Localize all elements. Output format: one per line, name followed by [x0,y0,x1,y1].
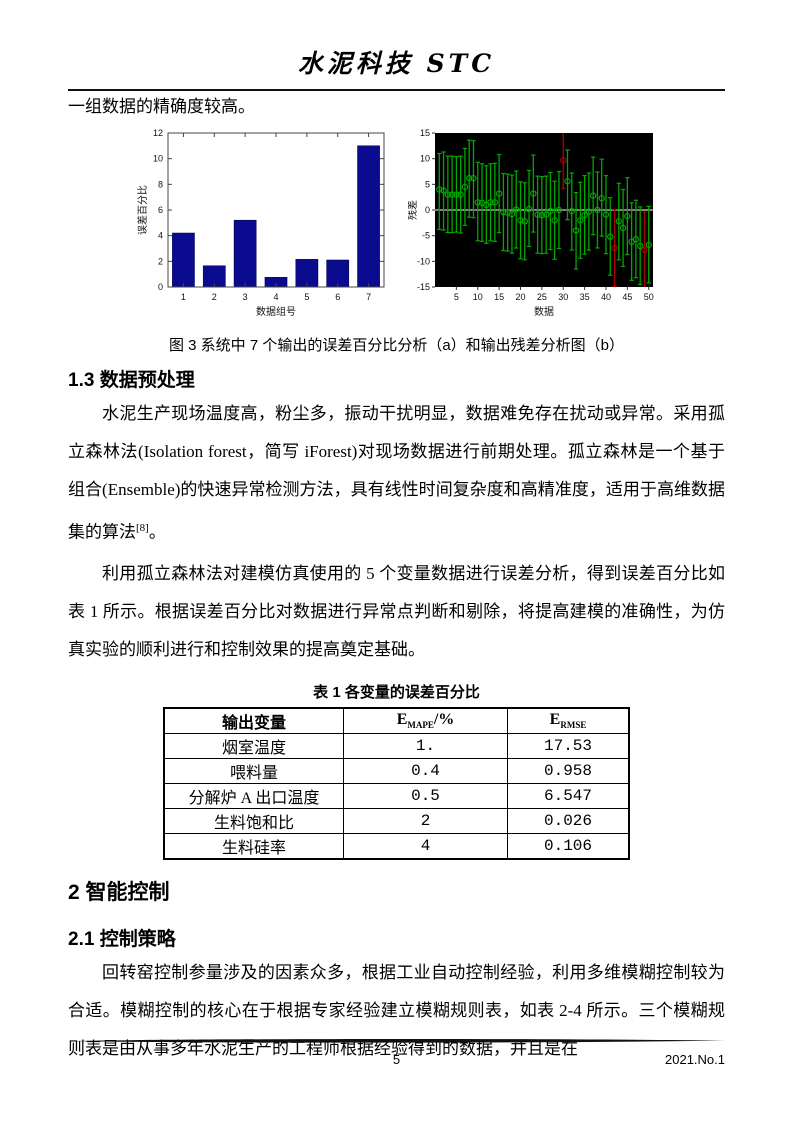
svg-text:10: 10 [419,154,429,164]
emape-subscript: MAPE [407,720,434,731]
intro-text: 一组数据的精确度较高。 [68,97,255,116]
svg-text:5: 5 [424,179,429,189]
journal-title: 水泥科技 STC [297,49,496,78]
ermse-value-cell: 17.53 [507,732,630,759]
svg-text:7: 7 [366,292,371,302]
svg-text:40: 40 [600,292,610,302]
svg-text:1: 1 [180,292,185,302]
svg-text:50: 50 [643,292,653,302]
svg-text:5: 5 [453,292,458,302]
svg-text:30: 30 [558,292,568,302]
svg-text:0: 0 [424,205,429,215]
svg-text:10: 10 [152,154,162,164]
ermse-value-cell: 6.547 [507,782,630,809]
variable-name-cell: 生料硅率 [163,832,344,860]
paragraph-1-text: 水泥生产现场温度高，粉尘多，振动干扰明显，数据难免存在扰动或异常。采用孤立森林法… [68,404,725,542]
ermse-subscript: RMSE [560,720,587,731]
svg-text:误差百分比: 误差百分比 [136,185,149,235]
svg-text:4: 4 [157,231,162,241]
svg-text:6: 6 [157,205,162,215]
variable-name-cell: 烟室温度 [163,732,344,759]
col-header-emape: EMAPE/% [343,707,508,734]
svg-text:-10: -10 [416,256,429,266]
section-2-heading: 2 智能控制 [68,880,170,904]
ermse-symbol: E [549,711,561,729]
header-divider [68,89,725,91]
svg-text:0: 0 [157,282,162,292]
variable-name-cell: 分解炉 A 出口温度 [163,782,344,809]
col-header-ermse: ERMSE [507,707,630,734]
svg-text:2: 2 [211,292,216,302]
ermse-value-cell: 0.958 [507,757,630,784]
svg-text:残差: 残差 [408,200,419,220]
residual-errorbar-chart: 5 10 15 20 25 30 35 40 45 50 -15 -10 -5 0 5 10 15 数据 残差 [408,128,654,318]
emape-value-cell: 0.5 [343,782,508,809]
svg-text:12: 12 [152,128,162,138]
variable-name-cell: 生料饱和比 [163,807,344,834]
svg-text:4: 4 [273,292,278,302]
table-caption: 表 1 各变量的误差百分比 [313,683,480,701]
citation-8: [8] [136,522,149,534]
table-row: 烟室温度 1. 17.53 [163,732,630,759]
journal-header: 水泥科技 STC [0,0,793,80]
svg-text:20: 20 [515,292,525,302]
svg-text:10: 10 [472,292,482,302]
emape-value-cell: 0.4 [343,757,508,784]
emape-value-cell: 4 [343,832,508,860]
paragraph-1-end: 。 [148,522,166,542]
table-row: 生料硅率 4 0.106 [163,832,630,860]
svg-text:6: 6 [335,292,340,302]
svg-text:数据组号: 数据组号 [256,305,296,318]
table-header-row: 输出变量 EMAPE/% ERMSE [163,707,630,734]
table-row: 喂料量 0.4 0.958 [163,757,630,784]
variable-name-cell: 喂料量 [163,757,344,784]
section-1-3-heading: 1.3 数据预处理 [68,370,195,391]
paragraph-control-strategy: 回转窑控制参量涉及的因素众多，根据工业自动控制经验，利用多维模糊控制较为合适。模… [68,962,725,1058]
svg-text:45: 45 [622,292,632,302]
svg-text:2: 2 [157,256,162,266]
svg-text:数据: 数据 [534,305,554,318]
ermse-value-cell: 0.026 [507,807,630,834]
svg-text:25: 25 [536,292,546,302]
svg-text:8: 8 [157,179,162,189]
figure-caption: 图 3 系统中 7 个输出的误差百分比分析（a）和输出残差分析图（b） [168,337,625,354]
paragraph-iforest-analysis: 利用孤立森林法对建模仿真使用的 5 个变量数据进行误差分析，得到误差百分比如表 … [68,563,725,659]
svg-text:15: 15 [419,128,429,138]
footer-divider [68,1038,725,1043]
col-header-output-variable: 输出变量 [163,707,344,734]
emape-value-cell: 2 [343,807,508,834]
ermse-value-cell: 0.106 [507,832,630,860]
figure-row: 0 2 4 6 8 10 12 1 2 3 4 5 6 7 数据组号 误差百分比 5 10 15 20 25 30 35 4… [0,125,793,327]
svg-text:5: 5 [304,292,309,302]
footer-row: 5 2021.No.1 [68,1052,725,1067]
svg-text:15: 15 [494,292,504,302]
error-percentage-table: 输出变量 EMAPE/% ERMSE 烟室温度 1. 17.53 喂料量 0.4… [163,706,630,860]
page-number: 5 [392,1052,401,1067]
issue-label: 2021.No.1 [665,1052,725,1067]
table-row: 生料饱和比 2 0.026 [163,807,630,834]
section-2-1-heading: 2.1 控制策略 [68,928,176,950]
svg-text:-15: -15 [416,282,429,292]
paragraph-preprocessing: 水泥生产现场温度高，粉尘多，振动干扰明显，数据难免存在扰动或异常。采用孤立森林法… [68,395,725,552]
page-footer: 5 2021.No.1 [68,1031,725,1067]
table-row: 分解炉 A 出口温度 0.5 6.547 [163,782,630,809]
emape-symbol: E [396,711,408,729]
emape-unit: /% [433,711,455,729]
emape-value-cell: 1. [343,732,508,759]
svg-text:3: 3 [242,292,247,302]
svg-text:35: 35 [579,292,589,302]
svg-text:-5: -5 [421,231,429,241]
